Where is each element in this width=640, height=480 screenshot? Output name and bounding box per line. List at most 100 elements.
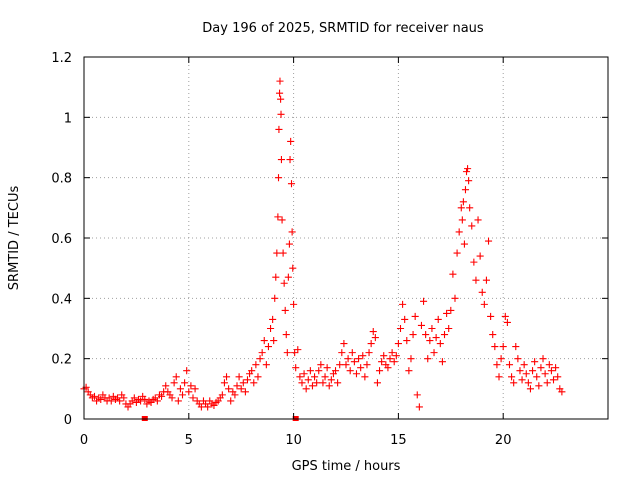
data-point: [336, 361, 344, 369]
data-point: [269, 315, 277, 323]
data-point: [357, 364, 365, 372]
data-point: [158, 392, 166, 400]
data-point: [279, 249, 287, 257]
data-point: [237, 385, 245, 393]
data-point: [178, 391, 187, 399]
data-point: [187, 382, 195, 390]
data-point: [413, 391, 421, 399]
data-point: [451, 294, 459, 302]
data-point: [501, 312, 509, 320]
data-point: [189, 394, 197, 402]
data-point: [516, 367, 524, 375]
data-point: [97, 395, 105, 403]
data-point: [346, 367, 354, 375]
data-point: [401, 315, 409, 323]
data-point: [137, 397, 145, 405]
data-point: [541, 370, 549, 378]
data-point: [386, 355, 394, 363]
data-point: [250, 379, 258, 387]
data-point: [484, 237, 493, 245]
data-point: [528, 367, 537, 375]
data-point: [289, 264, 297, 272]
data-point: [290, 300, 298, 308]
data-point: [311, 373, 319, 381]
data-point: [292, 364, 300, 372]
y-tick-label: 1: [64, 111, 72, 126]
data-point: [459, 198, 467, 206]
data-point: [204, 403, 212, 411]
data-point: [227, 397, 235, 405]
data-point: [533, 373, 541, 381]
data-point: [281, 306, 289, 314]
data-point: [453, 249, 461, 257]
data-point: [520, 361, 528, 369]
data-point: [340, 340, 348, 348]
data-point: [531, 358, 539, 366]
data-point: [222, 373, 231, 381]
data-point: [460, 240, 468, 248]
data-point: [447, 306, 455, 314]
data-point: [348, 349, 356, 357]
data-point: [558, 388, 566, 396]
data-point: [390, 358, 398, 366]
data-point: [327, 376, 335, 384]
data-point: [280, 279, 288, 287]
data-point: [503, 318, 511, 327]
data-point: [505, 361, 514, 369]
axis-ticks: 0 5 10 15 20 0 0.2 0.4 0.6 0.8 1 1.2: [51, 51, 608, 448]
data-point: [422, 330, 430, 339]
data-point: [438, 358, 446, 366]
data-point: [342, 361, 350, 369]
data-point: [197, 403, 205, 411]
data-point: [298, 379, 306, 387]
data-point: [276, 89, 284, 97]
data-point: [545, 361, 553, 369]
data-point: [344, 355, 352, 363]
y-tick-label: 1.2: [51, 51, 72, 66]
data-point: [462, 168, 471, 176]
data-point: [359, 352, 367, 360]
data-point: [325, 382, 333, 390]
data-point: [508, 373, 516, 381]
data-point: [275, 125, 283, 133]
data-point: [552, 364, 560, 372]
data-point: [394, 340, 402, 348]
data-point: [300, 370, 308, 378]
data-point: [191, 385, 199, 393]
data-point: [153, 397, 161, 405]
data-point: [174, 397, 182, 405]
data-point: [415, 403, 423, 411]
data-point: [162, 382, 170, 390]
data-point: [304, 376, 312, 384]
data-point: [183, 367, 191, 375]
data-point: [273, 249, 281, 257]
data-point: [296, 373, 304, 381]
data-point: [405, 367, 413, 375]
data-point: [373, 379, 381, 387]
data-point: [499, 343, 507, 351]
x-tick-label: 0: [80, 433, 88, 448]
data-point: [315, 367, 323, 375]
data-point: [491, 343, 499, 351]
data-point: [403, 337, 411, 345]
data-point: [458, 216, 466, 224]
y-tick-label: 0.4: [51, 292, 72, 307]
data-point: [321, 373, 329, 381]
data-point: [434, 315, 442, 323]
data-point: [302, 385, 310, 393]
data-point: [428, 324, 436, 333]
x-axis-label: GPS time / hours: [292, 459, 401, 474]
data-point: [172, 373, 180, 381]
data-point: [235, 373, 243, 381]
data-point: [120, 394, 128, 402]
data-point: [482, 276, 490, 284]
data-point: [396, 324, 405, 333]
data-point: [170, 379, 178, 387]
data-point: [522, 370, 530, 378]
data-point: [241, 388, 249, 396]
data-point: [487, 312, 495, 320]
data-point: [514, 355, 522, 363]
data-point: [107, 397, 115, 405]
data-point: [363, 361, 371, 369]
